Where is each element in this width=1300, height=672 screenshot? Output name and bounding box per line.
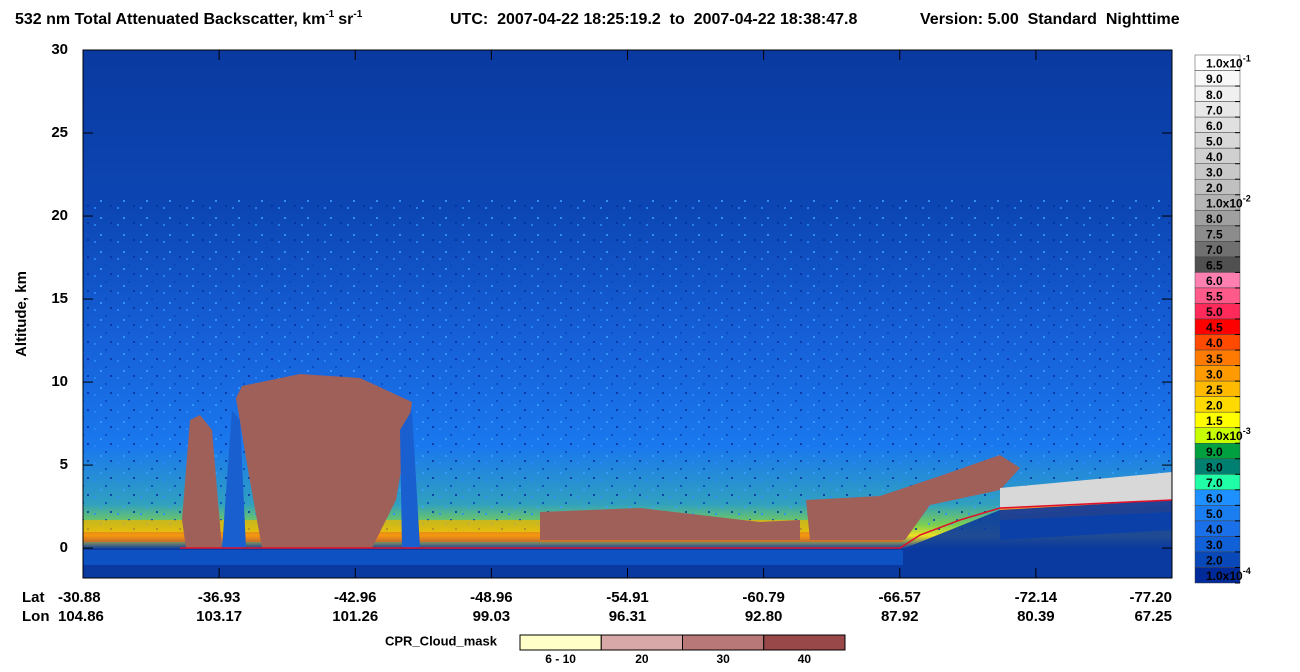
y-tick-label: 25 [51, 124, 68, 141]
chart-title: 532 nm Total Attenuated Backscatter, km-… [15, 9, 363, 28]
y-tick-label: 5 [60, 456, 68, 473]
colorbar-label: 2.0 [1206, 554, 1223, 568]
colorbar-label: 9.0 [1206, 445, 1223, 459]
x-tick-label: 92.80 [745, 608, 783, 625]
colorbar-label: 3.5 [1206, 352, 1223, 366]
x-tick-label: 80.39 [1017, 608, 1055, 625]
y-axis-title: Altitude, km [13, 271, 30, 357]
y-tick-label: 30 [51, 41, 68, 58]
title-part: sr [338, 11, 353, 28]
y-tick-label: 15 [51, 290, 68, 307]
colorbar-label: 8.0 [1206, 88, 1223, 102]
y-tick-label: 10 [51, 373, 68, 390]
x-tick-label: -60.79 [742, 589, 785, 606]
colorbar-label: 7.0 [1206, 243, 1223, 257]
x-tick-label: -54.91 [606, 589, 649, 606]
version-label: Version: 5.00 Standard Nighttime [920, 11, 1180, 28]
x-tick-label: 96.31 [609, 608, 647, 625]
title-part: -1 [353, 9, 362, 20]
colorbar-label-base: 1.0x10 [1206, 569, 1243, 583]
colorbar-swatch [1194, 567, 1241, 584]
x-tick-label: -77.20 [1129, 589, 1172, 606]
colorbar-label: 6.0 [1206, 492, 1223, 506]
colorbar-label-base: 1.0x10 [1206, 429, 1243, 443]
x-tick-label: 99.03 [473, 608, 511, 625]
colorbar-label: 2.0 [1206, 398, 1223, 412]
colorbar-label: 4.0 [1206, 150, 1223, 164]
colorbar-label: 3.0 [1206, 538, 1223, 552]
colorbar-label: 6.5 [1206, 259, 1223, 273]
x-row-title: Lat [22, 589, 45, 606]
cpr-legend-label: 20 [635, 652, 649, 666]
colorbar-label: 7.0 [1206, 476, 1223, 490]
colorbar-label: 1.0x10-2 [1206, 194, 1251, 211]
colorbar-label: 5.0 [1206, 305, 1223, 319]
colorbar-label-exp: -2 [1243, 194, 1251, 204]
y-tick-label: 20 [51, 207, 68, 224]
colorbar-label: 5.5 [1206, 290, 1223, 304]
colorbar-label: 8.0 [1206, 212, 1223, 226]
x-tick-label: -66.57 [878, 589, 921, 606]
colorbar-label: 3.0 [1206, 367, 1223, 381]
colorbar-label: 4.5 [1206, 321, 1223, 335]
title-part: -1 [325, 9, 334, 20]
cpr-legend-swatch [682, 634, 765, 651]
x-tick-label: -42.96 [334, 589, 377, 606]
curtain-image [83, 50, 1172, 578]
colorbar-label: 5.0 [1206, 507, 1223, 521]
colorbar-label-exp: -1 [1243, 54, 1251, 64]
colorbar-label: 4.0 [1206, 336, 1223, 350]
colorbar-label: 2.5 [1206, 383, 1223, 397]
cpr-legend-label: 6 - 10 [545, 652, 576, 666]
colorbar-label: 5.0 [1206, 134, 1223, 148]
colorbar-label: 7.0 [1206, 103, 1223, 117]
colorbar-label-exp: -4 [1243, 566, 1251, 576]
colorbar-label: 1.5 [1206, 414, 1223, 428]
cpr-legend-swatch [600, 634, 683, 651]
cpr-legend-label: 30 [716, 652, 730, 666]
colorbar-label: 1.0x10-3 [1206, 427, 1251, 444]
chart-subtitle: UTC: 2007-04-22 18:25:19.2 to 2007-04-22… [450, 11, 857, 28]
cpr-legend-title: CPR_Cloud_mask [385, 633, 498, 648]
colorbar-label: 7.5 [1206, 228, 1223, 242]
x-tick-label: 103.17 [196, 608, 242, 625]
colorbar-label: 4.0 [1206, 523, 1223, 537]
colorbar-label-base: 1.0x10 [1206, 196, 1243, 210]
x-tick-label: 101.26 [332, 608, 378, 625]
x-tick-label: 67.25 [1134, 608, 1172, 625]
x-tick-label: 87.92 [881, 608, 919, 625]
colorbar-label: 3.0 [1206, 165, 1223, 179]
colorbar-label-base: 1.0x10 [1206, 57, 1243, 71]
colorbar-label: 2.0 [1206, 181, 1223, 195]
cpr-legend-swatch [763, 634, 846, 651]
x-tick-label: -48.96 [470, 589, 513, 606]
x-tick-label: -36.93 [198, 589, 241, 606]
title-part: 532 nm Total Attenuated Backscatter, km [15, 11, 325, 28]
colorbar-label-exp: -3 [1243, 427, 1251, 437]
y-tick-label: 0 [60, 539, 68, 556]
x-tick-label: -30.88 [58, 589, 101, 606]
colorbar-label: 6.0 [1206, 119, 1223, 133]
cpr-legend-swatch [519, 634, 602, 651]
x-tick-label: 104.86 [58, 608, 104, 625]
x-row-title: Lon [22, 608, 50, 625]
x-tick-label: -72.14 [1015, 589, 1058, 606]
cpr-legend-label: 40 [798, 652, 812, 666]
colorbar-label: 1.0x10-1 [1206, 54, 1251, 71]
colorbar-label: 1.0x10-4 [1206, 566, 1251, 583]
colorbar-label: 8.0 [1206, 460, 1223, 474]
colorbar-label: 9.0 [1206, 72, 1223, 86]
colorbar-label: 6.0 [1206, 274, 1223, 288]
